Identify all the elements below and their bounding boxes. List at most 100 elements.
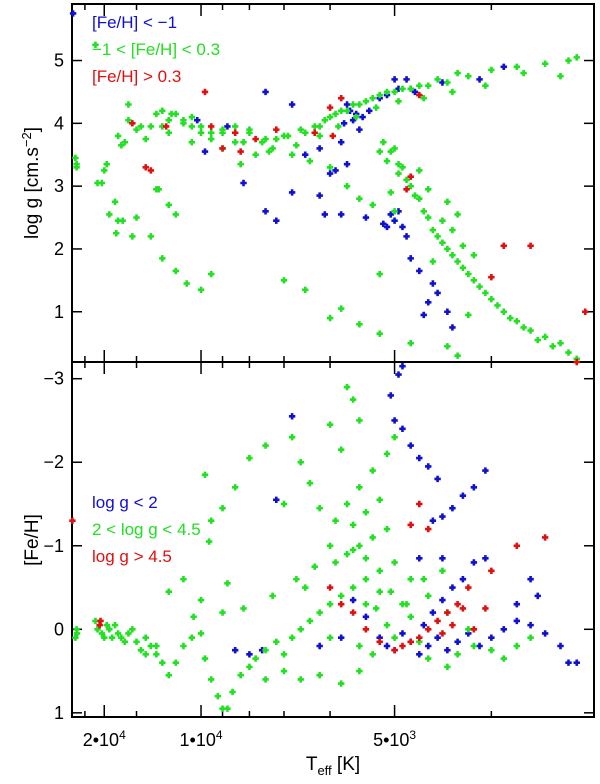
data-point bbox=[459, 242, 467, 250]
data-point bbox=[288, 433, 296, 441]
data-point bbox=[326, 104, 334, 111]
data-point bbox=[407, 638, 414, 646]
data-point bbox=[356, 101, 363, 108]
data-point bbox=[425, 642, 432, 650]
data-point bbox=[97, 617, 104, 625]
data-point bbox=[214, 692, 222, 700]
data-point bbox=[94, 626, 101, 633]
data-point bbox=[407, 613, 414, 620]
data-point bbox=[103, 160, 110, 168]
data-point bbox=[229, 688, 236, 696]
data-point bbox=[197, 286, 205, 293]
data-point bbox=[153, 651, 160, 658]
data-point bbox=[391, 559, 398, 566]
data-point bbox=[172, 267, 179, 275]
data-point bbox=[429, 258, 437, 265]
data-point bbox=[513, 542, 521, 549]
data-point bbox=[197, 129, 205, 136]
y-tick-label: 5 bbox=[54, 51, 64, 71]
data-point bbox=[411, 88, 419, 96]
data-point bbox=[190, 613, 197, 620]
data-point bbox=[280, 667, 288, 675]
data-point bbox=[362, 555, 370, 562]
data-point bbox=[362, 601, 370, 608]
data-point bbox=[337, 95, 345, 102]
data-point bbox=[337, 601, 345, 608]
data-point bbox=[369, 651, 376, 658]
data-point bbox=[297, 676, 304, 683]
data-point bbox=[565, 349, 572, 356]
data-point bbox=[439, 596, 446, 604]
data-point bbox=[273, 126, 280, 133]
data-point bbox=[399, 164, 406, 171]
data-point bbox=[429, 609, 437, 616]
data-point bbox=[369, 534, 376, 541]
data-point bbox=[356, 126, 363, 133]
data-point bbox=[391, 634, 398, 641]
data-point bbox=[573, 54, 580, 61]
data-point bbox=[101, 634, 108, 641]
data-point bbox=[237, 160, 244, 168]
data-point bbox=[454, 69, 461, 77]
data-point bbox=[194, 116, 201, 124]
data-point bbox=[335, 123, 342, 130]
data-point bbox=[349, 521, 357, 529]
data-point bbox=[326, 634, 334, 641]
data-point bbox=[407, 575, 414, 583]
data-point bbox=[420, 575, 427, 583]
data-point bbox=[439, 567, 446, 575]
data-point bbox=[362, 575, 370, 583]
data-point bbox=[549, 343, 556, 350]
data-point bbox=[356, 542, 363, 549]
data-point bbox=[293, 575, 300, 583]
data-point bbox=[399, 630, 406, 637]
data-point bbox=[420, 208, 427, 215]
data-point bbox=[557, 339, 564, 347]
data-point bbox=[476, 642, 483, 650]
data-point bbox=[425, 214, 432, 221]
data-point bbox=[376, 496, 383, 504]
data-point bbox=[416, 82, 423, 89]
data-point bbox=[208, 123, 215, 130]
data-point bbox=[366, 107, 373, 114]
data-point bbox=[403, 176, 410, 184]
bottom-legend-entry: log g > 4.5 bbox=[92, 547, 172, 566]
data-point bbox=[459, 605, 467, 612]
data-point bbox=[326, 421, 334, 428]
data-point bbox=[306, 479, 314, 487]
data-point bbox=[349, 101, 357, 108]
data-point bbox=[69, 10, 77, 17]
data-point bbox=[165, 201, 172, 209]
data-point bbox=[439, 630, 446, 637]
data-point bbox=[513, 617, 521, 625]
data-point bbox=[399, 362, 406, 370]
data-point bbox=[356, 667, 363, 675]
data-point bbox=[306, 157, 314, 165]
data-point bbox=[108, 634, 116, 641]
data-point bbox=[273, 496, 280, 504]
data-point bbox=[349, 596, 357, 604]
data-point bbox=[114, 630, 122, 637]
top-y-axis: 1 2 3 4 5 bbox=[54, 51, 594, 322]
data-point bbox=[165, 129, 172, 136]
data-point bbox=[293, 142, 300, 149]
data-point bbox=[356, 417, 363, 424]
data-point bbox=[407, 521, 414, 529]
data-point bbox=[316, 145, 323, 152]
data-point bbox=[476, 76, 483, 83]
data-point bbox=[297, 126, 304, 133]
data-point bbox=[527, 621, 534, 629]
data-point bbox=[573, 358, 580, 366]
data-point bbox=[362, 509, 370, 516]
data-point bbox=[359, 113, 366, 121]
data-point bbox=[326, 113, 334, 121]
data-point bbox=[444, 198, 451, 206]
data-point bbox=[416, 91, 423, 99]
data-point bbox=[288, 189, 296, 196]
data-point bbox=[425, 186, 432, 193]
data-point bbox=[337, 211, 345, 218]
data-point bbox=[383, 525, 391, 533]
data-point bbox=[118, 634, 125, 641]
data-point bbox=[356, 195, 363, 202]
data-point bbox=[101, 167, 108, 174]
